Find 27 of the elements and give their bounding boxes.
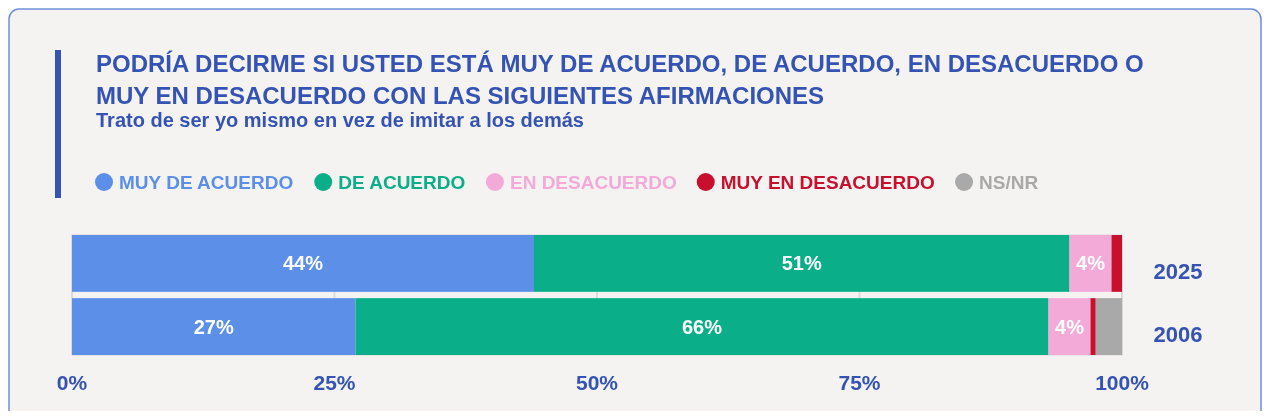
legend-label: DE ACUERDO <box>338 171 466 193</box>
x-tick-label: 25% <box>313 371 356 395</box>
bar <box>1095 298 1122 355</box>
legend-label: MUY EN DESACUERDO <box>720 171 935 193</box>
bar <box>1111 235 1122 292</box>
bar <box>72 235 534 292</box>
data-label: 44% <box>282 252 324 275</box>
data-label: 4% <box>1076 252 1106 275</box>
data-label: 27% <box>193 315 234 338</box>
data-label: 66% <box>681 315 723 338</box>
data-label: 51% <box>781 252 822 275</box>
x-tick-label: 100% <box>1095 371 1150 395</box>
x-tick-label: 50% <box>575 371 619 395</box>
chart-title: PODRÍA DECIRME SI USTED ESTÁ MUY DE ACUERDO, DE ACUERDO, EN DESACUERDO O MUY EN DESACUERDO CON LAS SIGUIENTES AFIRMACIONES <box>96 50 1144 109</box>
legend-label: EN DESACUERDO <box>509 171 677 193</box>
bar <box>534 235 1070 292</box>
legend-label: MUY DE ACUERDO <box>119 171 294 193</box>
data-label: 4% <box>1055 315 1085 338</box>
bar <box>72 298 356 355</box>
y-tick-label: 2006 <box>1153 322 1203 348</box>
chart-subtitle: Trato de ser yo mismo en vez de imitar a los demás <box>96 109 584 131</box>
x-tick-label: 75% <box>838 371 881 395</box>
y-tick-label: 2025 <box>1153 259 1203 285</box>
x-tick-label: 0% <box>56 371 88 395</box>
bar <box>1090 298 1096 355</box>
legend-label: NS/NR <box>979 171 1039 193</box>
bar <box>355 298 1049 355</box>
